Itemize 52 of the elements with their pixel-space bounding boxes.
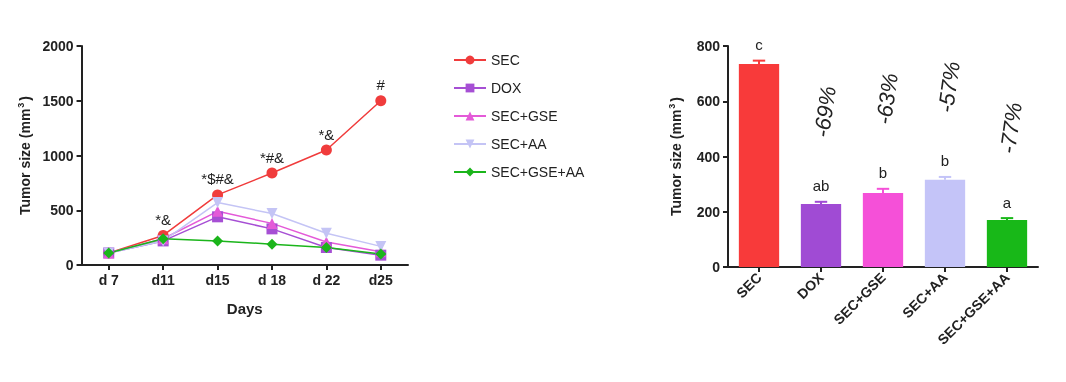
annotation: *& xyxy=(155,210,172,228)
point xyxy=(266,238,278,250)
y-tick-label: 600 xyxy=(696,93,721,110)
annotation: b xyxy=(878,164,888,182)
annotation: ab xyxy=(812,177,830,195)
bar xyxy=(986,220,1028,267)
annotation: *& xyxy=(318,125,335,143)
annotation: # xyxy=(376,76,386,94)
bar xyxy=(924,179,966,267)
annotation: -57% xyxy=(932,59,966,115)
x-tick-label: d25 xyxy=(368,272,394,288)
y-tick-label: 500 xyxy=(50,202,74,219)
y-tick-label: 2000 xyxy=(42,38,74,54)
annotation: *#& xyxy=(259,148,285,166)
point xyxy=(266,167,278,179)
legend-label: SEC xyxy=(491,52,520,68)
x-tick-label: d 22 xyxy=(312,272,341,288)
x-tick-label: d 7 xyxy=(98,272,120,288)
x-tick-label: d 18 xyxy=(257,272,287,288)
annotation: *$#& xyxy=(201,170,234,188)
point xyxy=(212,235,224,247)
x-tick-label: d11 xyxy=(151,272,176,288)
y-tick-label: 0 xyxy=(712,259,721,275)
point xyxy=(320,144,332,156)
y-tick-label: 800 xyxy=(696,38,721,54)
bar xyxy=(862,192,904,267)
x-axis-title: Days xyxy=(226,300,263,317)
annotation: b xyxy=(940,152,950,170)
point xyxy=(266,217,278,229)
legend-label: SEC+AA xyxy=(491,136,548,152)
legend-label: SEC+GSE xyxy=(491,108,558,124)
y-axis-title: Tumor size (mm3) xyxy=(15,96,33,215)
y-tick-label: 200 xyxy=(696,203,721,220)
y-tick-label: 0 xyxy=(65,257,74,273)
bar xyxy=(738,63,780,267)
bar xyxy=(800,204,842,267)
annotation: a xyxy=(1002,193,1012,211)
point xyxy=(212,197,224,209)
point xyxy=(320,227,332,239)
y-axis-title: Tumor size (mm3) xyxy=(666,97,684,216)
x-tick-label: d15 xyxy=(205,272,230,288)
annotation: -69% xyxy=(808,84,842,139)
y-tick-label: 1500 xyxy=(42,92,74,109)
legend-label: SEC+GSE+AA xyxy=(491,164,586,180)
annotation: -63% xyxy=(870,71,904,127)
annotation: c xyxy=(755,36,764,54)
point xyxy=(266,208,278,220)
point xyxy=(375,95,387,107)
annotation: -77% xyxy=(994,100,1028,156)
y-tick-label: 400 xyxy=(696,148,721,165)
y-tick-label: 1000 xyxy=(42,147,74,164)
legend-label: DOX xyxy=(491,80,522,96)
